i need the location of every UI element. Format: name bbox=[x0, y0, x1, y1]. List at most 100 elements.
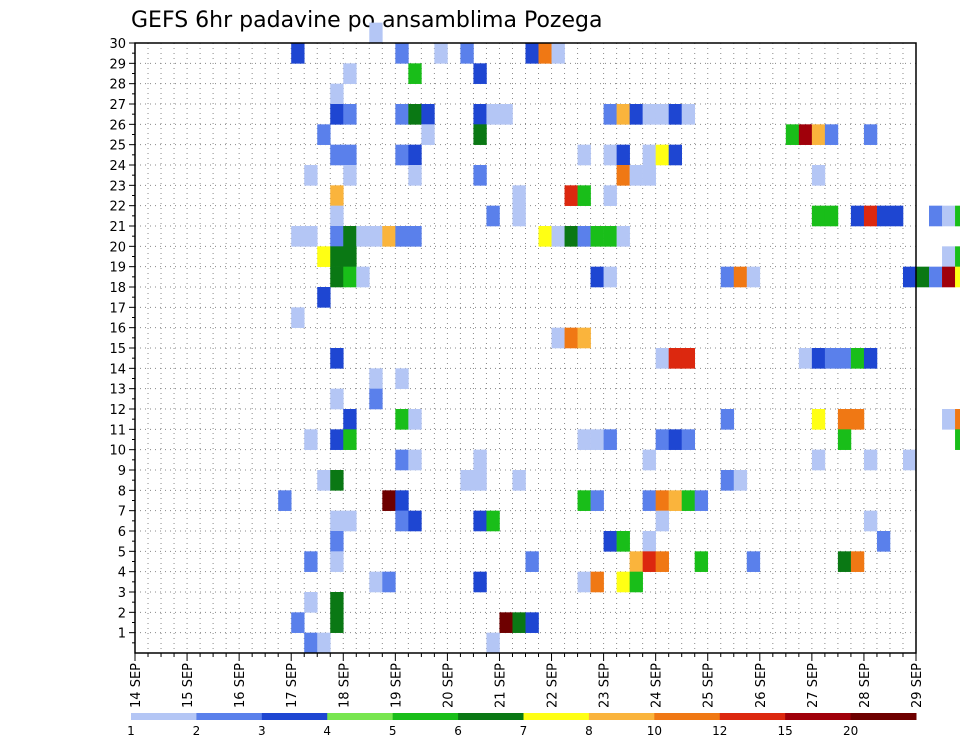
data-cell bbox=[486, 205, 500, 227]
data-cell bbox=[499, 104, 513, 125]
data-cell bbox=[408, 144, 422, 166]
data-cell bbox=[564, 327, 578, 349]
y-tick-label: 17 bbox=[109, 301, 126, 316]
y-tick-label: 7 bbox=[118, 505, 126, 520]
data-cell bbox=[603, 531, 617, 552]
data-cell bbox=[824, 124, 839, 145]
data-cell bbox=[798, 348, 813, 369]
data-cell bbox=[590, 266, 604, 288]
data-cell bbox=[655, 144, 669, 166]
data-cell bbox=[642, 144, 656, 166]
x-tick-label: 29 SEP bbox=[910, 663, 925, 708]
data-cell bbox=[486, 632, 500, 654]
data-cell bbox=[850, 551, 865, 572]
y-tick-label: 18 bbox=[109, 281, 126, 296]
legend-swatch bbox=[719, 713, 786, 720]
data-cell bbox=[824, 205, 839, 227]
data-cell bbox=[473, 571, 487, 593]
data-cell bbox=[590, 490, 604, 511]
data-cell bbox=[330, 470, 344, 491]
data-cell bbox=[408, 63, 422, 84]
data-cell bbox=[850, 348, 865, 369]
y-tick-label: 27 bbox=[109, 98, 126, 113]
data-cell bbox=[382, 226, 396, 247]
data-cell bbox=[916, 266, 930, 288]
data-cell bbox=[330, 185, 344, 206]
data-cell bbox=[720, 470, 735, 491]
data-cell bbox=[681, 429, 696, 450]
data-cell bbox=[811, 409, 826, 430]
legend: 1 2 3 4 5 6 7 8 10 12 15 20 bbox=[127, 713, 917, 738]
data-cell bbox=[473, 449, 487, 471]
data-cell bbox=[499, 612, 513, 633]
data-cell bbox=[330, 612, 344, 633]
data-cell bbox=[577, 226, 591, 247]
data-cell bbox=[694, 551, 709, 572]
chart-title: GEFS 6hr padavine po ansamblima Pozega bbox=[131, 8, 602, 33]
data-cell bbox=[291, 307, 305, 328]
data-cell bbox=[408, 226, 422, 247]
legend-swatch bbox=[850, 713, 917, 720]
data-cell bbox=[642, 104, 656, 125]
data-cell bbox=[837, 409, 852, 430]
data-cell bbox=[395, 144, 409, 166]
data-cell bbox=[343, 246, 357, 267]
y-tick-label: 23 bbox=[109, 179, 126, 194]
data-cell bbox=[343, 510, 357, 532]
data-cell bbox=[330, 429, 344, 450]
data-cell bbox=[811, 449, 826, 471]
legend-label: 3 bbox=[258, 724, 266, 738]
data-cell bbox=[655, 348, 669, 369]
data-cell bbox=[837, 551, 852, 572]
data-cell bbox=[408, 510, 422, 532]
data-cell bbox=[317, 632, 331, 654]
data-cell bbox=[655, 429, 669, 450]
data-cell bbox=[330, 205, 344, 227]
data-cell bbox=[551, 43, 565, 64]
legend-label: 15 bbox=[778, 724, 793, 738]
data-cell bbox=[343, 104, 357, 125]
x-tick-label: 21 SEP bbox=[493, 663, 508, 708]
data-cell bbox=[551, 226, 565, 247]
x-tick-label: 24 SEP bbox=[650, 663, 665, 708]
data-cell bbox=[382, 490, 396, 511]
data-cell bbox=[850, 205, 865, 227]
y-tick-label: 25 bbox=[109, 139, 126, 154]
data-cell bbox=[837, 429, 852, 450]
y-tick-label: 5 bbox=[118, 545, 126, 560]
data-cell bbox=[811, 205, 826, 227]
data-cell bbox=[421, 124, 435, 145]
data-cell bbox=[304, 165, 318, 186]
data-cell bbox=[955, 409, 960, 430]
y-tick-label: 19 bbox=[109, 261, 126, 276]
y-tick-label: 20 bbox=[109, 240, 126, 255]
legend-label: 2 bbox=[193, 724, 201, 738]
data-cell bbox=[590, 226, 604, 247]
data-cell bbox=[811, 165, 826, 186]
data-cell bbox=[395, 104, 409, 125]
data-cell bbox=[512, 470, 526, 491]
data-cell bbox=[551, 327, 565, 349]
legend-swatch bbox=[458, 713, 524, 720]
data-cell bbox=[577, 490, 591, 511]
data-cell bbox=[382, 571, 396, 593]
y-tick-label: 12 bbox=[109, 403, 126, 418]
data-cell bbox=[746, 551, 761, 572]
data-cell bbox=[681, 490, 696, 511]
data-cell bbox=[486, 104, 500, 125]
data-cell bbox=[942, 409, 956, 430]
legend-swatch bbox=[523, 713, 590, 720]
x-tick-label: 17 SEP bbox=[285, 663, 300, 708]
y-tick-label: 9 bbox=[118, 464, 126, 479]
data-cell bbox=[343, 144, 357, 166]
data-cell bbox=[343, 266, 357, 288]
y-tick-label: 8 bbox=[118, 484, 126, 499]
data-cell bbox=[863, 510, 878, 532]
data-cell bbox=[330, 144, 344, 166]
x-tick-label: 15 SEP bbox=[181, 663, 196, 708]
x-tick-label: 26 SEP bbox=[754, 663, 769, 708]
data-cell bbox=[330, 510, 344, 532]
legend-swatch bbox=[392, 713, 459, 720]
data-cell bbox=[694, 490, 709, 511]
data-cell bbox=[330, 266, 344, 288]
